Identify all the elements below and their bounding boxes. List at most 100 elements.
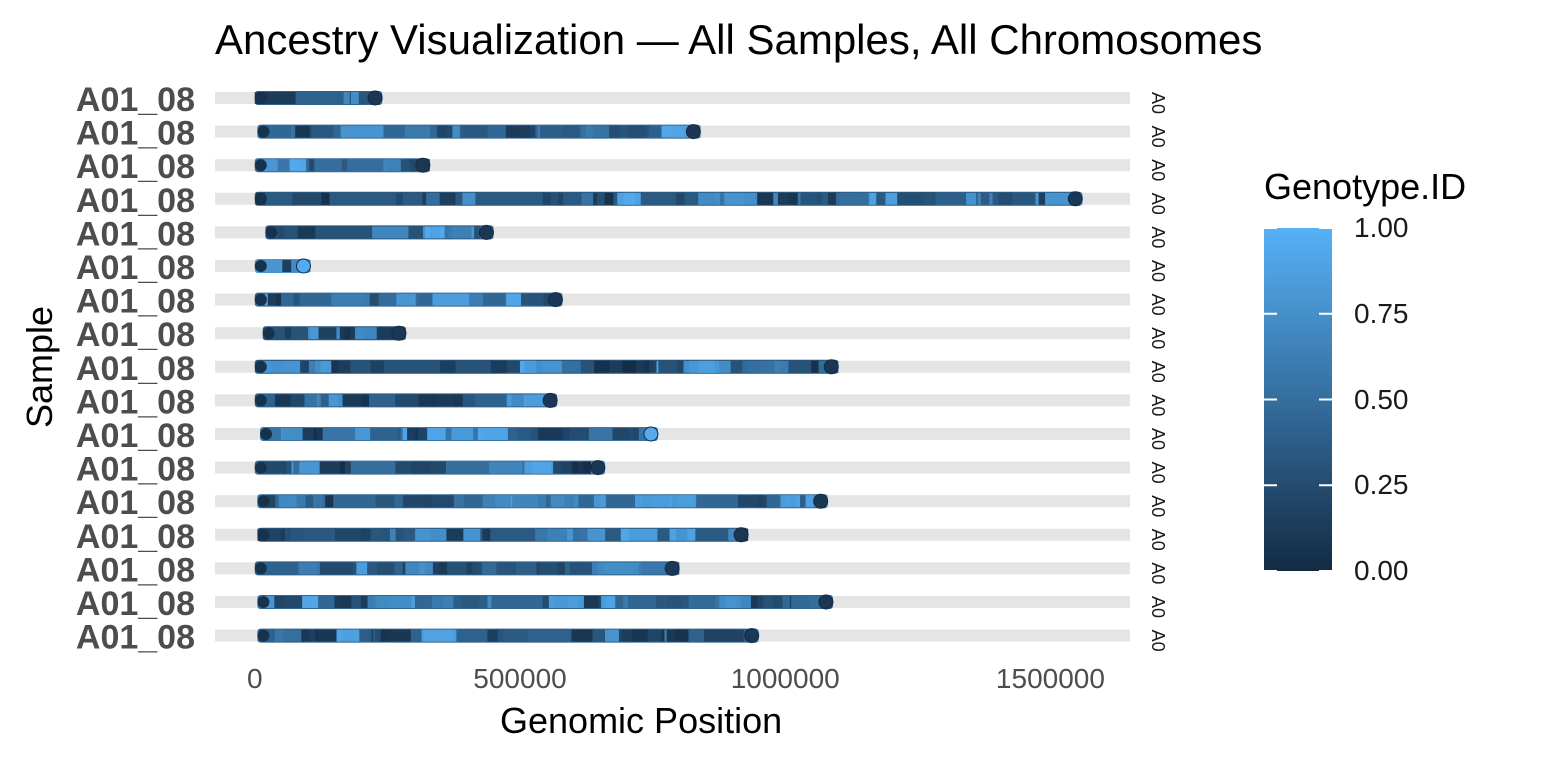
genotype-point (254, 92, 267, 104)
genotype-segment (773, 192, 778, 205)
facet-strip-label: A0 (1148, 394, 1168, 416)
genotype-segment (292, 192, 321, 205)
legend-tick-label: 0.50 (1354, 383, 1409, 415)
genotype-segment (550, 495, 579, 508)
genotype-segment (763, 596, 773, 608)
genotype-point (818, 594, 834, 610)
genotype-point (664, 560, 680, 576)
genotype-point (262, 327, 275, 340)
genotype-point (265, 226, 278, 239)
genotype-segment (375, 495, 395, 508)
genotype-segment (289, 159, 307, 172)
genotype-segment (316, 562, 357, 575)
facet-strip-label: A0 (1148, 92, 1168, 114)
genotype-segment (283, 461, 292, 474)
genotype-segment (437, 125, 453, 138)
genotype-segment (666, 629, 689, 642)
genotype-segment (539, 125, 581, 138)
genotype-segment (267, 293, 282, 306)
y-tick-label: A01_08 (76, 451, 195, 489)
genotype-point (685, 124, 701, 140)
genotype-segment (572, 461, 592, 474)
genotype-point (367, 90, 383, 106)
colorbar-legend (1264, 227, 1332, 572)
genotype-segment (350, 327, 377, 340)
genotype-point (823, 359, 839, 375)
genotype-segment (593, 495, 605, 508)
genotype-segment (395, 192, 404, 205)
genotype-segment (274, 629, 302, 642)
track-bg (215, 260, 1130, 272)
genotype-point (257, 629, 270, 642)
genotype-segment (517, 125, 536, 138)
y-tick-label: A01_08 (76, 283, 195, 321)
genotype-segment (337, 394, 370, 407)
genotype-segment (538, 428, 555, 440)
genotype-point (254, 159, 267, 172)
genotype-segment (688, 596, 720, 608)
genotype-segment (319, 461, 345, 474)
genotype-point (542, 392, 558, 408)
genotype-segment (536, 562, 565, 575)
genotype-segment (811, 360, 819, 373)
genotype-segment (655, 596, 697, 608)
facet-strip-label: A0 (1148, 428, 1168, 450)
genotype-point (257, 528, 270, 541)
genotype-segment (298, 562, 320, 575)
x-tick-label: 0 (247, 663, 263, 694)
genotype-segment (322, 495, 334, 508)
genotype-segment (617, 192, 641, 205)
genotype-segment (372, 226, 409, 239)
genotype-segment (451, 495, 465, 508)
genotype-segment (402, 495, 432, 508)
genotype-segment (396, 293, 416, 306)
genotype-segment (395, 461, 431, 474)
y-tick-label: A01_08 (76, 316, 195, 354)
genotype-point (478, 224, 494, 240)
x-tick-labels: 0 500000 1000000 1500000 (247, 663, 1105, 694)
genotype-segment (506, 394, 512, 407)
genotype-point (547, 292, 563, 308)
facet-strip-label: A0 (1148, 327, 1168, 349)
genotype-segment (462, 192, 476, 205)
genotype-segment (328, 394, 343, 407)
genotype-point (733, 527, 749, 543)
genotype-segment (791, 596, 819, 608)
genotype-segment (635, 495, 672, 508)
facet-strip-label: A0 (1148, 495, 1168, 517)
legend-tick-label: 1.00 (1354, 212, 1409, 243)
chart-title: Ancestry Visualization — All Samples, Al… (215, 16, 1263, 63)
genotype-point (391, 325, 407, 341)
genotype-point (415, 157, 431, 173)
genotype-segment (923, 192, 967, 205)
genotype-segment (521, 293, 558, 306)
genotype-segment (876, 192, 886, 205)
legend-tick-label: 0.25 (1354, 469, 1409, 501)
genotype-point (254, 562, 267, 575)
genotype-segment (426, 192, 440, 205)
genotype-segment (313, 428, 323, 440)
genotype-segment (370, 428, 401, 440)
legend-title: Genotype.ID (1264, 166, 1467, 207)
y-tick-label: A01_08 (76, 484, 195, 522)
genotype-segment (724, 192, 758, 205)
facet-strip-label: A0 (1148, 226, 1168, 248)
x-tick-label: 1500000 (996, 663, 1105, 694)
track-bg (215, 327, 1130, 340)
legend-tick-label: 0.00 (1354, 555, 1409, 586)
facet-strip-label: A0 (1148, 193, 1168, 215)
genotype-segment (418, 394, 456, 407)
genotype-segment (453, 596, 488, 608)
genotype-segment (284, 528, 305, 541)
genotype-segment (425, 226, 445, 239)
genotype-segment (648, 125, 662, 138)
genotype-segment (998, 192, 1036, 205)
genotype-segment (309, 125, 334, 138)
genotype-segment (604, 629, 622, 642)
genotype-segment (359, 629, 372, 642)
genotype-segment (715, 596, 751, 608)
genotype-segment (738, 495, 767, 508)
genotype-segment (404, 125, 431, 138)
genotype-point (295, 258, 311, 274)
